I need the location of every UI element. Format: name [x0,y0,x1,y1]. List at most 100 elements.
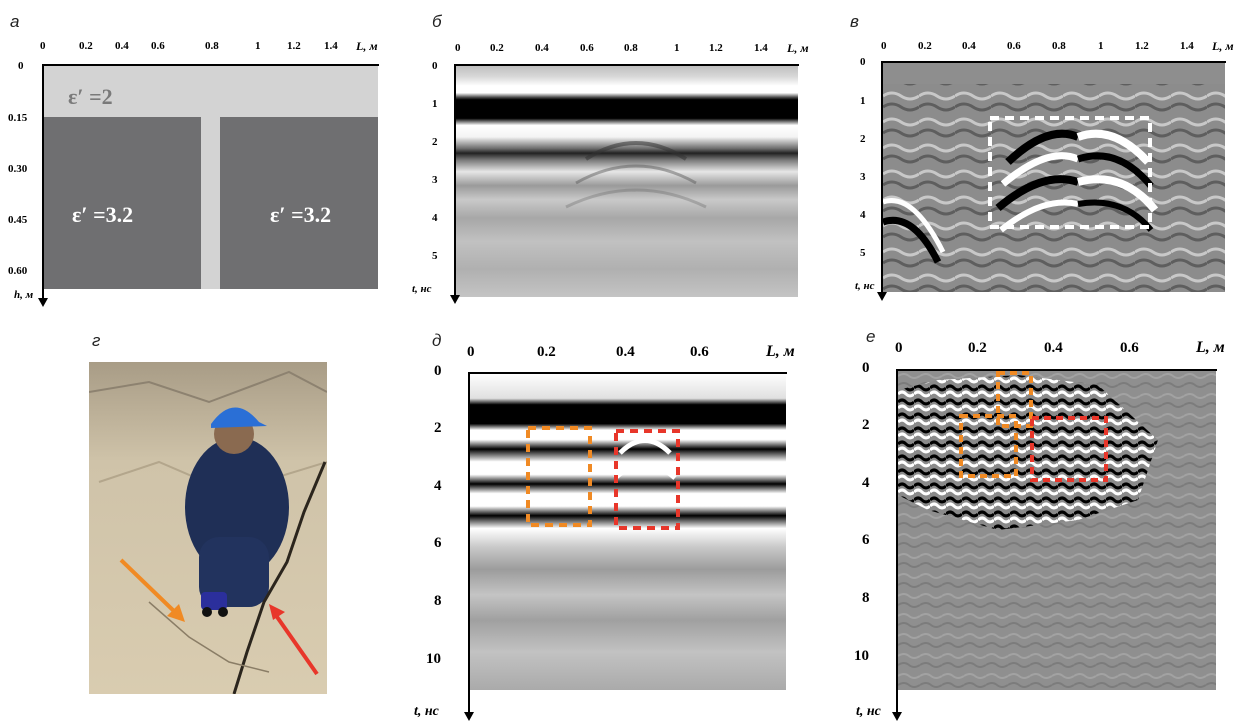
y-axis-line [468,372,470,714]
x-tick: 0.2 [537,344,556,361]
radargram-b [456,65,798,297]
y-tick: 4 [434,478,442,495]
y-tick: 0 [860,56,866,68]
y-tick: 4 [432,212,438,224]
x-axis-line [897,369,1217,371]
field-photo [89,362,327,694]
y-axis-arrow [877,292,887,301]
y-axis-line [881,61,883,294]
top-layer-label: ε′ =2 [68,84,113,110]
x-tick: 0 [40,40,46,52]
x-tick: 0.8 [624,42,638,54]
x-tick: 0.4 [535,42,549,54]
left-block-label: ε′ =3.2 [72,202,133,228]
y-tick: 3 [860,171,866,183]
x-tick: 0.6 [1007,40,1021,52]
panel-letter-d: г [92,331,100,351]
x-tick: 1 [255,40,261,52]
y-tick: 0 [862,360,870,377]
y-axis-line [454,64,456,297]
x-tick: 0 [467,344,475,361]
x-tick: 1 [1098,40,1104,52]
x-axis-line [42,64,379,66]
x-tick: 0 [455,42,461,54]
x-tick: 1.4 [754,42,768,54]
x-axis-label: L, м [356,39,378,54]
y-axis-label: h, м [14,289,33,301]
panel-letter-f: е [866,327,875,347]
y-axis-arrow [450,295,460,304]
x-axis-label: L, м [1196,339,1225,357]
y-axis-label: t, нс [855,280,875,292]
y-axis-arrow [464,712,474,721]
y-tick: 0.45 [8,214,27,226]
y-tick: 1 [432,98,438,110]
x-tick: 0.2 [490,42,504,54]
x-tick: 0.6 [580,42,594,54]
x-tick: 1 [674,42,680,54]
panel-letter-e: д [432,331,441,351]
x-axis-label: L, м [787,41,809,56]
y-tick: 0.30 [8,163,27,175]
y-tick: 5 [432,250,438,262]
x-tick: 0.8 [205,40,219,52]
x-tick: 0.6 [1120,340,1139,357]
y-tick: 2 [862,417,870,434]
panel-letter-a: а [10,12,19,32]
radargram-c [883,62,1225,292]
y-tick: 4 [862,475,870,492]
x-axis-line [469,372,787,374]
y-axis-label: t, нс [856,704,881,720]
x-tick: 1.4 [1180,40,1194,52]
x-axis-line [882,61,1226,63]
y-tick: 3 [432,174,438,186]
x-tick: 0 [881,40,887,52]
x-tick: 0.4 [115,40,129,52]
y-tick: 8 [862,590,870,607]
x-tick: 0.6 [690,344,709,361]
y-tick: 0 [434,363,442,380]
y-tick: 2 [434,420,442,437]
x-tick: 0 [895,340,903,357]
x-tick: 1.2 [1135,40,1149,52]
x-tick: 0.2 [918,40,932,52]
right-block-label: ε′ =3.2 [270,202,331,228]
y-tick: 10 [426,651,441,668]
x-axis-line [455,64,799,66]
y-tick: 1 [860,95,866,107]
y-tick: 4 [860,209,866,221]
y-tick: 6 [434,535,442,552]
panel-letter-c: в [850,12,859,32]
x-tick: 0.8 [1052,40,1066,52]
y-axis-label: t, нс [412,283,432,295]
crack-channel [201,117,220,289]
panel-letter-b: б [432,12,442,32]
y-axis-arrow [38,298,48,307]
y-axis-label: t, нс [414,704,439,720]
y-tick: 5 [860,247,866,259]
y-tick: 8 [434,593,442,610]
radargram-e [470,373,786,690]
y-tick: 2 [432,136,438,148]
y-tick: 0.60 [8,265,27,277]
y-axis-line [42,64,44,300]
radargram-f [898,370,1216,690]
x-tick: 0.4 [962,40,976,52]
y-axis-line [896,369,898,714]
x-tick: 1.4 [324,40,338,52]
x-axis-label: L, м [1212,39,1234,54]
x-axis-label: L, м [766,343,795,361]
y-tick: 10 [854,648,869,665]
x-tick: 0.2 [968,340,987,357]
x-tick: 1.2 [709,42,723,54]
y-tick: 6 [862,532,870,549]
y-tick: 0 [18,60,24,72]
x-tick: 0.4 [1044,340,1063,357]
x-tick: 1.2 [287,40,301,52]
y-tick: 0 [432,60,438,72]
x-tick: 0.6 [151,40,165,52]
y-tick: 0.15 [8,112,27,124]
y-axis-arrow [892,712,902,721]
y-tick: 2 [860,133,866,145]
x-tick: 0.4 [616,344,635,361]
